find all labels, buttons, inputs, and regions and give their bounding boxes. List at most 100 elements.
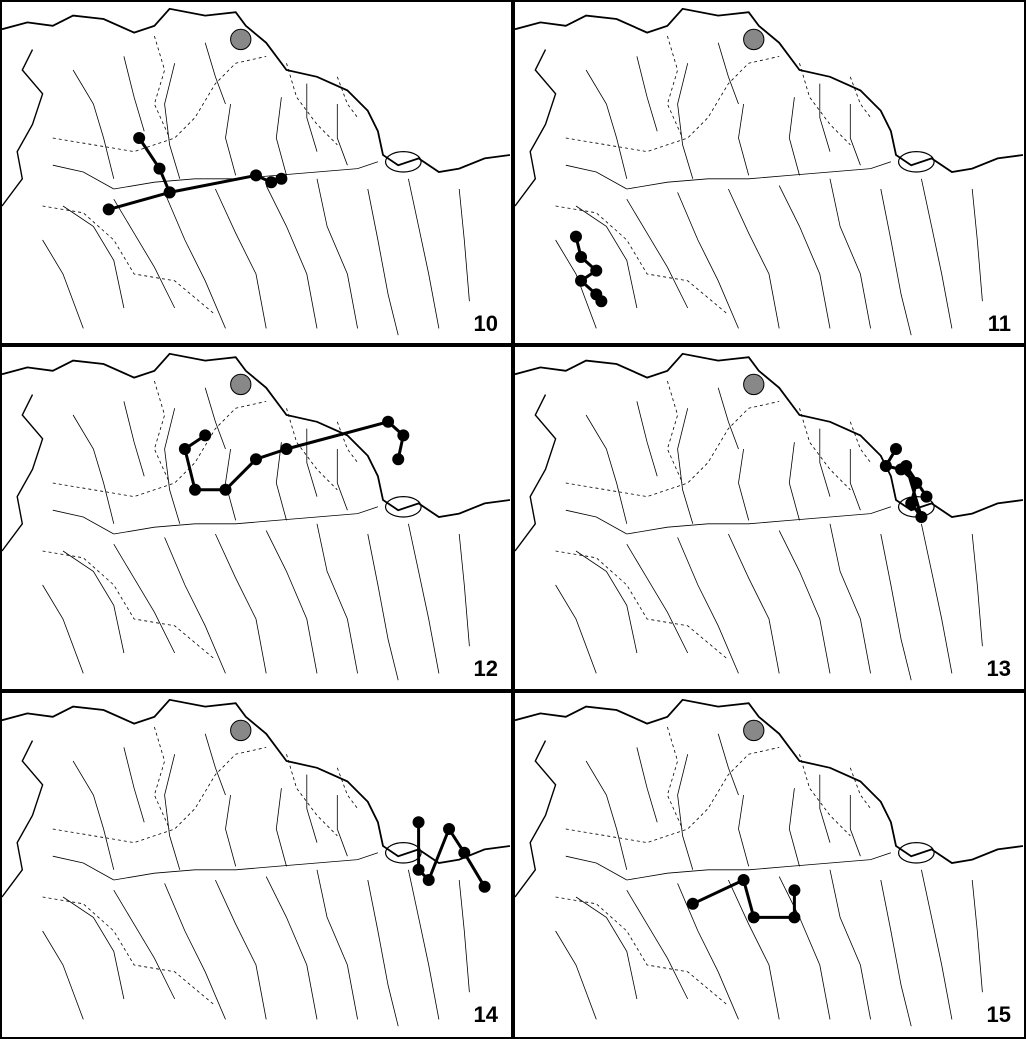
river <box>819 83 831 152</box>
river <box>677 192 739 329</box>
country-border <box>666 35 683 139</box>
river <box>626 852 892 881</box>
locality-point <box>900 460 913 472</box>
coastline-west <box>515 49 557 207</box>
locality-point <box>595 295 608 308</box>
river <box>921 523 953 674</box>
river <box>164 192 226 329</box>
river <box>819 774 831 843</box>
locality-point <box>382 415 395 428</box>
river <box>367 879 399 1027</box>
river <box>204 733 226 796</box>
river <box>829 869 871 1020</box>
locality-point <box>879 460 892 472</box>
river <box>677 754 694 870</box>
river <box>123 401 145 477</box>
river <box>164 883 226 1020</box>
lake <box>743 28 765 51</box>
locality-point <box>575 251 588 263</box>
river <box>880 879 912 1027</box>
river <box>717 733 739 796</box>
river <box>316 869 358 1020</box>
river <box>971 533 983 647</box>
frame-row-divider-1 <box>0 343 1026 347</box>
locality-point <box>153 162 166 175</box>
river <box>636 401 658 477</box>
map-panel: 13 <box>515 347 1023 687</box>
country-border <box>565 56 780 153</box>
panel-number: 12 <box>469 657 502 681</box>
river <box>164 754 181 870</box>
country-border <box>42 205 216 316</box>
river <box>275 442 287 521</box>
river <box>778 530 831 674</box>
locality-point <box>133 132 146 144</box>
locality-point <box>397 429 410 442</box>
locality-point <box>199 429 212 442</box>
locality-point <box>458 846 471 859</box>
river <box>113 506 379 535</box>
river <box>316 178 358 329</box>
river <box>636 56 658 132</box>
locality-point <box>422 874 435 886</box>
locality-point <box>443 823 456 835</box>
locality-point <box>189 483 202 496</box>
country-border <box>555 896 729 1007</box>
distribution-line <box>183 420 405 492</box>
river <box>52 855 114 881</box>
locality-point <box>788 884 801 897</box>
river <box>42 239 84 329</box>
island <box>384 151 422 173</box>
river <box>880 533 912 681</box>
island <box>897 151 935 173</box>
locality-point <box>178 443 191 455</box>
river <box>408 523 440 674</box>
river <box>306 428 318 497</box>
island <box>384 496 422 518</box>
river <box>849 104 861 166</box>
river <box>336 795 348 857</box>
river <box>565 509 627 535</box>
base-map <box>515 7 1023 336</box>
river <box>52 509 114 535</box>
river <box>367 188 399 336</box>
river <box>72 69 115 179</box>
river <box>829 523 871 674</box>
island <box>384 842 422 864</box>
panel-number: 13 <box>982 657 1015 681</box>
river <box>585 414 628 524</box>
river <box>565 855 627 881</box>
river <box>215 533 267 674</box>
coastline-west <box>515 394 557 552</box>
river <box>971 188 983 302</box>
river <box>626 198 689 309</box>
map-panel: 11 <box>515 2 1023 342</box>
river <box>555 930 597 1020</box>
river <box>728 533 780 674</box>
locality-point <box>250 453 262 466</box>
river <box>408 178 440 329</box>
river <box>306 774 318 843</box>
river <box>164 408 181 524</box>
country-border <box>565 401 780 498</box>
locality-point <box>788 911 801 924</box>
locality-point <box>280 443 293 455</box>
river <box>164 63 181 179</box>
river <box>778 876 831 1020</box>
locality-point <box>747 911 760 924</box>
locality-point <box>250 169 262 182</box>
locality-point <box>219 483 232 496</box>
river <box>585 69 628 179</box>
locality-point <box>478 880 491 893</box>
lake <box>230 719 252 742</box>
river <box>123 747 145 823</box>
river <box>971 879 983 993</box>
river <box>275 788 287 867</box>
locality-point <box>590 264 603 277</box>
river <box>788 788 800 867</box>
river <box>738 103 750 176</box>
coastline-west <box>2 394 44 552</box>
coastline-west <box>2 740 44 898</box>
map-panel: 15 <box>515 693 1023 1033</box>
